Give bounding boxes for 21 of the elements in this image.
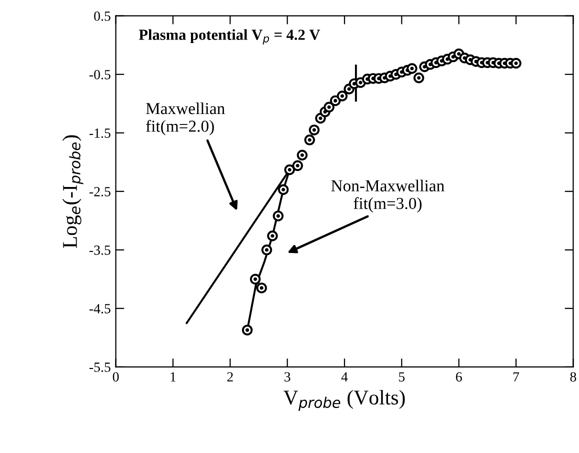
x-tick-label: 1	[170, 372, 176, 382]
x-tick-label: 7	[513, 372, 520, 382]
x-tick-label: 6	[456, 372, 462, 382]
annotation: Plasma potential V$_{p}$ = 4.2 V	[138, 29, 320, 45]
x-axis-title: V$_{probe}$ (Volts)	[283, 390, 405, 411]
x-tick-label: 3	[284, 372, 290, 382]
y-tick-label: -3.5	[89, 246, 110, 255]
x-tick-label: 0	[112, 372, 119, 382]
y-tick-label: -1.5	[89, 128, 110, 138]
annotation: Non-Maxwellian fit(m=3.0)	[331, 180, 444, 212]
y-tick-label: -2.5	[89, 187, 110, 196]
y-tick-label: -5.5	[89, 362, 110, 372]
x-tick-label: 2	[227, 372, 233, 382]
x-tick-label: 4	[341, 372, 348, 382]
y-axis-title: Log$_{e}$(-I$_{probe}$)	[62, 135, 84, 248]
annotation: Maxwellian fit(m=2.0)	[146, 102, 225, 136]
x-tick-label: 5	[399, 372, 405, 382]
y-tick-label: -4.5	[89, 304, 110, 314]
x-tick-label: 8	[570, 372, 576, 382]
y-tick-label: 0.5	[94, 11, 110, 21]
y-tick-label: -0.5	[89, 70, 110, 80]
